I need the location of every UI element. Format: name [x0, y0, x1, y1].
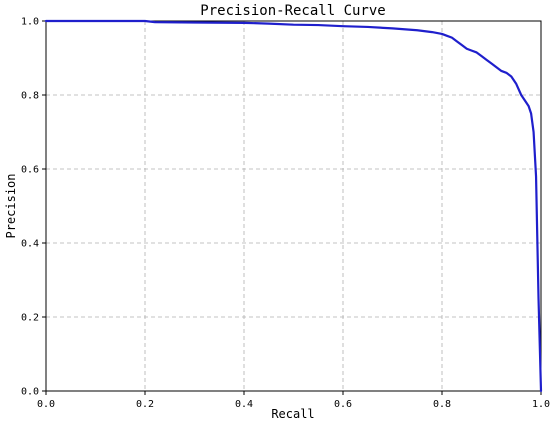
y-tick-label: 1.0 — [21, 17, 39, 28]
y-tick-label: 0.0 — [21, 387, 39, 398]
plot-frame — [45, 20, 542, 392]
x-tick-label: 0.2 — [136, 399, 154, 410]
x-tick-label: 0.8 — [433, 399, 451, 410]
y-tick-label: 0.4 — [21, 239, 39, 250]
x-axis-label: Recall — [271, 407, 314, 421]
series-layer — [44, 19, 543, 393]
y-tick-label: 0.2 — [21, 313, 39, 324]
x-tick-label: 0.4 — [235, 399, 253, 410]
precision-recall-curve — [44, 19, 543, 393]
x-tick-label: 0.6 — [334, 399, 352, 410]
x-tick-label: 0.0 — [37, 399, 55, 410]
grid — [45, 20, 542, 392]
x-tick-label: 1.0 — [532, 399, 550, 410]
axis-ticks: 0.0 0.2 0.4 0.6 0.8 1.0 0.0 0.2 0.4 0.6 0.8 1.0 — [21, 17, 550, 411]
y-axis-label: Precision — [4, 173, 18, 238]
chart-title: Precision-Recall Curve — [200, 3, 385, 19]
y-tick-label: 0.6 — [21, 165, 39, 176]
y-tick-label: 0.8 — [21, 91, 39, 102]
